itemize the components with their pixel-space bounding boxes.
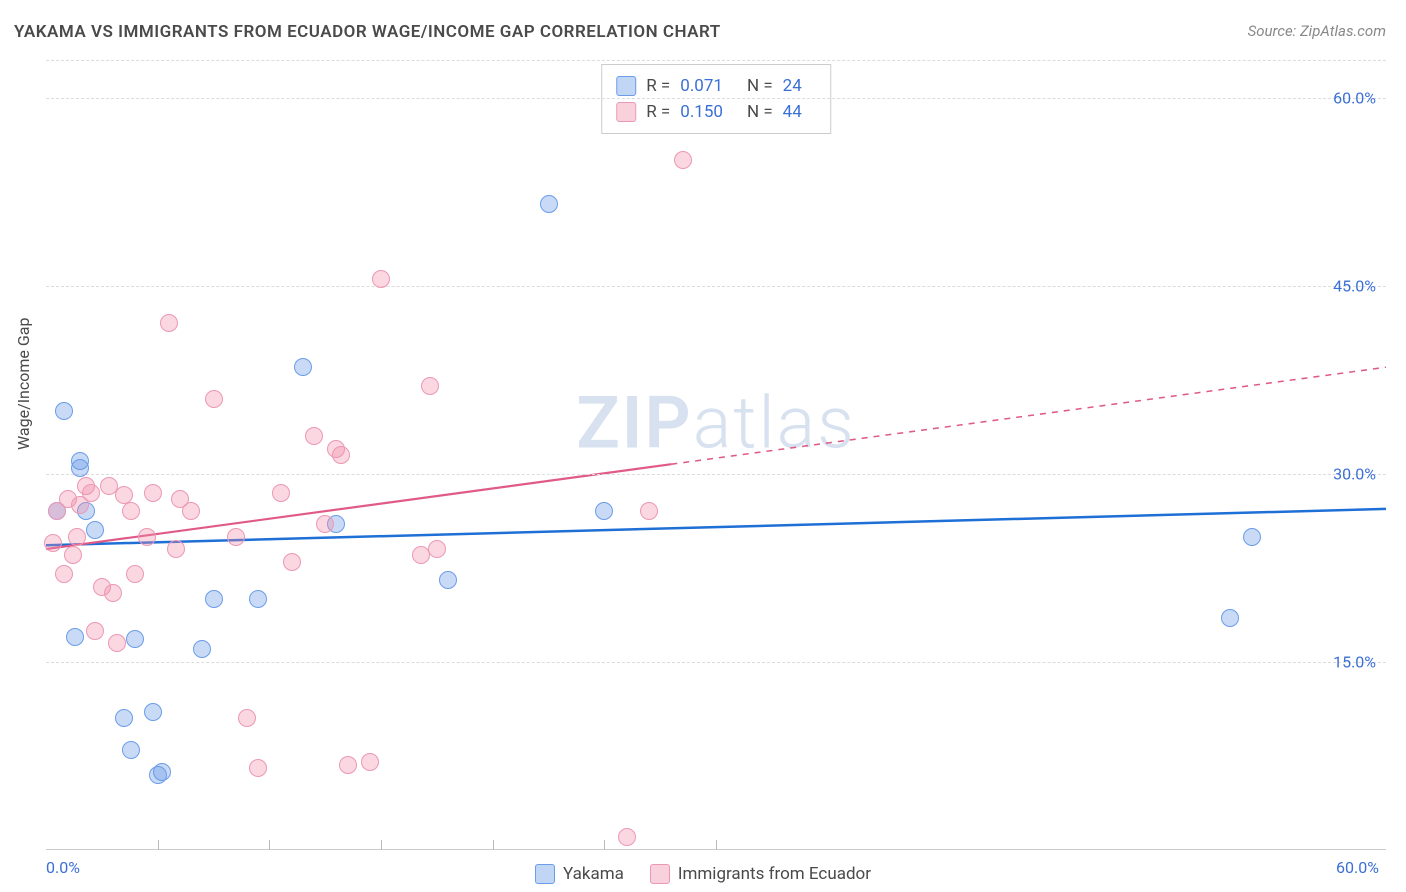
r-value: 0.071 (680, 76, 723, 96)
data-point-yakama (205, 590, 223, 608)
watermark-atlas: atlas (693, 381, 856, 466)
data-point-yakama (66, 628, 84, 646)
r-label: R = (646, 102, 670, 122)
data-point-ecuador (421, 377, 439, 395)
n-value: 24 (783, 76, 802, 96)
trend-line-yakama (46, 509, 1386, 545)
data-point-yakama (294, 358, 312, 376)
data-point-ecuador (86, 622, 104, 640)
data-point-ecuador (205, 390, 223, 408)
trend-line-dashed-ecuador (671, 367, 1386, 464)
data-point-ecuador (361, 753, 379, 771)
data-point-yakama (540, 195, 558, 213)
x-tick (493, 840, 494, 850)
data-point-yakama (249, 590, 267, 608)
legend-swatch-pink-icon (650, 864, 670, 884)
data-point-ecuador (64, 546, 82, 564)
data-point-yakama (1243, 528, 1261, 546)
data-point-ecuador (126, 565, 144, 583)
legend-label: Immigrants from Ecuador (678, 864, 871, 884)
data-point-ecuador (428, 540, 446, 558)
chart-title: YAKAMA VS IMMIGRANTS FROM ECUADOR WAGE/I… (14, 22, 721, 42)
data-point-ecuador (55, 565, 73, 583)
data-point-ecuador (182, 502, 200, 520)
data-point-yakama (439, 571, 457, 589)
plot-area: ZIPatlas R = 0.071 N = 24 R = 0.150 N = … (46, 60, 1386, 850)
data-point-yakama (126, 630, 144, 648)
legend-series: Yakama Immigrants from Ecuador (535, 864, 871, 884)
x-tick (716, 840, 717, 850)
grid-line (46, 474, 1386, 475)
x-tick (269, 840, 270, 850)
x-min-label: 0.0% (46, 858, 80, 877)
data-point-ecuador (160, 314, 178, 332)
legend-swatch-blue-icon (535, 864, 555, 884)
data-point-ecuador (316, 515, 334, 533)
n-label: N = (747, 102, 773, 122)
data-point-yakama (595, 502, 613, 520)
data-point-ecuador (108, 634, 126, 652)
watermark: ZIPatlas (576, 381, 856, 466)
data-point-ecuador (272, 484, 290, 502)
legend-stats: R = 0.071 N = 24 R = 0.150 N = 44 (601, 64, 831, 134)
data-point-ecuador (238, 709, 256, 727)
data-point-yakama (115, 709, 133, 727)
data-point-ecuador (68, 528, 86, 546)
legend-stats-row: R = 0.150 N = 44 (616, 99, 816, 125)
watermark-zip: ZIP (576, 381, 692, 466)
data-point-ecuador (618, 828, 636, 846)
y-tick-label: 30.0% (1333, 464, 1376, 483)
x-tick (604, 840, 605, 850)
legend-swatch-blue-icon (616, 76, 636, 96)
legend-swatch-pink-icon (616, 102, 636, 122)
data-point-ecuador (144, 484, 162, 502)
chart-svg (46, 60, 1386, 850)
n-label: N = (747, 76, 773, 96)
data-point-yakama (71, 459, 89, 477)
data-point-yakama (122, 741, 140, 759)
data-point-ecuador (332, 446, 350, 464)
chart-container: YAKAMA VS IMMIGRANTS FROM ECUADOR WAGE/I… (0, 0, 1406, 892)
grid-line (46, 286, 1386, 287)
data-point-ecuador (640, 502, 658, 520)
data-point-yakama (144, 703, 162, 721)
data-point-yakama (193, 640, 211, 658)
data-point-yakama (86, 521, 104, 539)
data-point-ecuador (82, 484, 100, 502)
x-tick (381, 840, 382, 850)
data-point-ecuador (104, 584, 122, 602)
data-point-ecuador (115, 486, 133, 504)
legend-stats-row: R = 0.071 N = 24 (616, 73, 816, 99)
x-tick (158, 840, 159, 850)
data-point-ecuador (249, 759, 267, 777)
y-tick-label: 15.0% (1333, 652, 1376, 671)
x-max-label: 60.0% (1336, 858, 1379, 877)
data-point-yakama (149, 766, 167, 784)
data-point-ecuador (138, 528, 156, 546)
data-point-ecuador (167, 540, 185, 558)
grid-line (46, 98, 1386, 99)
source-attribution: Source: ZipAtlas.com (1248, 22, 1386, 40)
legend-item-yakama: Yakama (535, 864, 624, 884)
data-point-ecuador (372, 270, 390, 288)
r-label: R = (646, 76, 670, 96)
data-point-yakama (55, 402, 73, 420)
legend-label: Yakama (563, 864, 624, 884)
grid-line (46, 60, 1386, 61)
data-point-ecuador (44, 534, 62, 552)
r-value: 0.150 (680, 102, 723, 122)
data-point-ecuador (339, 756, 357, 774)
data-point-yakama (1221, 609, 1239, 627)
y-tick-label: 60.0% (1333, 88, 1376, 107)
data-point-ecuador (305, 427, 323, 445)
data-point-ecuador (283, 553, 301, 571)
y-tick-label: 45.0% (1333, 276, 1376, 295)
grid-line (46, 662, 1386, 663)
y-axis-label: Wage/Income Gap (14, 318, 33, 450)
legend-item-ecuador: Immigrants from Ecuador (650, 864, 871, 884)
data-point-ecuador (674, 151, 692, 169)
data-point-ecuador (122, 502, 140, 520)
data-point-ecuador (227, 528, 245, 546)
n-value: 44 (783, 102, 802, 122)
